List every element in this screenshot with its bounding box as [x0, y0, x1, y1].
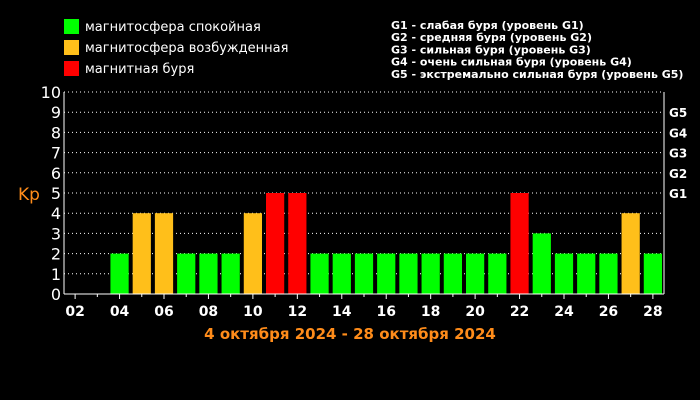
y-tick-label: 8	[51, 123, 61, 142]
bar-day-28	[643, 253, 662, 294]
storm-legend-g1: G1 - слабая буря (уровень G1)	[391, 19, 584, 32]
x-tick-label: 16	[376, 304, 395, 320]
x-tick-label: 10	[243, 304, 263, 320]
bar-day-12	[288, 193, 307, 294]
grid-lines	[64, 91, 664, 275]
storm-level-g3: G3	[669, 147, 687, 161]
legend-label-excited: магнитосфера возбужденная	[85, 41, 288, 56]
bar-day-9	[221, 253, 240, 294]
bar-day-13	[310, 253, 329, 294]
legend-label-storm: магнитная буря	[85, 62, 194, 77]
bar-day-23	[532, 233, 551, 294]
bar-day-24	[554, 253, 574, 294]
y-tick-label: 7	[51, 144, 61, 163]
y-tick-label: 5	[51, 184, 61, 203]
x-tick-label: 02	[65, 304, 84, 320]
bar-day-4	[110, 253, 129, 294]
bar-day-6	[154, 213, 174, 294]
x-tick-label: 24	[554, 304, 574, 320]
state-legend: магнитосфера спокойная магнитосфера возбу…	[64, 19, 288, 77]
storm-level-g1: G1	[669, 187, 687, 201]
y-tick-label: 3	[51, 224, 61, 243]
bar-day-14	[332, 253, 351, 294]
storm-level-legend: G1 - слабая буря (уровень G1)G2 - средня…	[391, 19, 683, 81]
y-tick-label: 0	[51, 285, 61, 304]
legend-swatch-storm	[64, 61, 79, 76]
x-tick-label: 08	[199, 304, 218, 320]
storm-legend-g3: G3 - сильная буря (уровень G3)	[391, 43, 591, 56]
bar-day-19	[443, 253, 462, 294]
y-tick-label: 1	[51, 265, 61, 284]
bars	[110, 193, 662, 294]
bar-day-21	[488, 253, 507, 294]
bar-day-18	[421, 253, 440, 294]
bar-day-11	[266, 193, 285, 294]
storm-legend-g5: G5 - экстремально сильная буря (уровень …	[391, 68, 683, 81]
x-tick-label: 14	[332, 304, 352, 320]
bar-day-8	[199, 253, 218, 294]
x-tick-label: 28	[643, 304, 662, 320]
legend-swatch-excited	[64, 40, 79, 55]
storm-legend-g4: G4 - очень сильная буря (уровень G4)	[391, 56, 632, 69]
date-range-title: 4 октября 2024 - 28 октября 2024	[204, 325, 496, 343]
bar-day-20	[466, 253, 485, 294]
x-tick-label: 18	[421, 304, 440, 320]
bar-day-26	[599, 253, 618, 294]
storm-level-tick-labels: G1 G2 G3 G4 G5	[669, 106, 687, 201]
storm-legend-g2: G2 - средняя буря (уровень G2)	[391, 31, 592, 44]
x-tick-labels: 02 04 06 08 10 12 14 16 18 20 22 24 26 28	[65, 304, 662, 320]
bar-day-15	[354, 253, 374, 294]
x-tick-label: 26	[599, 304, 618, 320]
axes	[63, 92, 665, 299]
bar-day-16	[377, 253, 396, 294]
y-tick-label: 2	[51, 245, 61, 264]
y-tick-label: 4	[51, 204, 61, 223]
bar-day-22	[510, 193, 529, 294]
bar-day-17	[399, 253, 418, 294]
legend-swatch-calm	[64, 19, 79, 34]
storm-level-g5: G5	[669, 106, 687, 120]
bar-day-27	[621, 213, 640, 294]
storm-level-g4: G4	[669, 126, 687, 140]
x-tick-label: 22	[510, 304, 529, 320]
bar-day-5	[132, 213, 151, 294]
x-tick-label: 20	[465, 304, 485, 320]
y-tick-label: 6	[51, 164, 61, 183]
bar-day-7	[177, 253, 196, 294]
storm-level-g2: G2	[669, 167, 687, 181]
x-tick-label: 06	[154, 304, 173, 320]
legend-label-calm: магнитосфера спокойная	[85, 20, 261, 35]
y-tick-label: 10	[41, 83, 61, 102]
x-tick-label: 12	[288, 304, 307, 320]
x-tick-label: 04	[110, 304, 130, 320]
bar-day-25	[577, 253, 596, 294]
y-axis-label: Kp	[18, 185, 40, 205]
bar-day-10	[243, 213, 262, 294]
y-tick-label: 9	[51, 103, 61, 122]
